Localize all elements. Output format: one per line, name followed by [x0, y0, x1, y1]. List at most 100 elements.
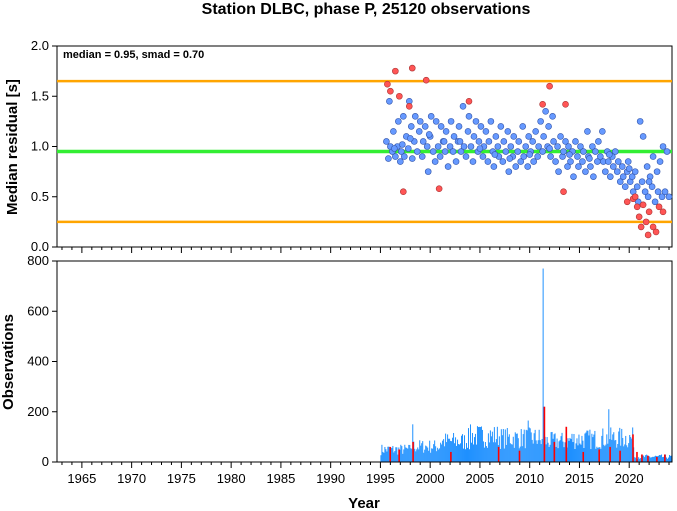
x-axis-label: Year: [348, 495, 380, 511]
observation-bar: [546, 437, 548, 462]
x-tick-label: 1980: [217, 471, 246, 486]
observation-bar: [479, 427, 481, 462]
observation-bar: [420, 445, 422, 462]
inlier-point: [524, 163, 532, 170]
observation-bar: [474, 433, 476, 462]
x-tick-label: 1985: [266, 471, 295, 486]
inlier-point: [520, 153, 528, 160]
inlier-point: [618, 163, 626, 170]
outlier-point: [635, 213, 643, 221]
inlier-point: [562, 138, 569, 145]
inlier-point: [507, 143, 515, 150]
observation-bar: [449, 438, 451, 462]
observation-bar: [410, 448, 412, 462]
observation-bar: [591, 433, 593, 462]
observation-bar: [504, 429, 506, 462]
observation-bar: [434, 440, 436, 462]
inlier-point: [450, 133, 458, 140]
observation-bar: [485, 446, 487, 462]
observation-bar: [550, 432, 552, 462]
inlier-point: [595, 138, 602, 145]
observation-bar: [506, 428, 508, 462]
outlier-point: [639, 201, 647, 209]
observation-bar: [401, 446, 403, 462]
observation-bar: [427, 447, 429, 462]
inlier-point: [613, 168, 621, 175]
inlier-point: [510, 133, 518, 140]
inlier-point: [517, 158, 525, 165]
observation-bar: [459, 444, 461, 462]
observation-bar: [396, 447, 398, 462]
observation-bar: [601, 435, 603, 462]
outlier-point: [396, 92, 403, 100]
inlier-point: [575, 163, 582, 170]
inlier-point: [656, 158, 664, 165]
observation-bar: [635, 457, 637, 462]
observation-bar: [627, 447, 629, 462]
observation-bar: [476, 426, 478, 462]
inlier-point: [590, 173, 597, 180]
observation-bar: [475, 444, 477, 462]
inlier-point: [522, 143, 530, 150]
inlier-point: [653, 168, 661, 175]
inlier-point: [479, 153, 487, 160]
observation-bar: [483, 447, 485, 462]
observation-bar: [395, 447, 397, 462]
inlier-point: [539, 148, 546, 155]
inlier-point: [525, 133, 532, 140]
inlier-point: [546, 145, 553, 152]
observation-bar: [570, 439, 572, 462]
observation-bar: [538, 429, 540, 462]
observation-bar: [629, 434, 631, 462]
observation-bar: [549, 444, 551, 462]
observation-bar: [489, 430, 491, 462]
observation-bar: [668, 457, 670, 462]
observation-bar: [393, 452, 395, 462]
observation-bar: [391, 448, 393, 462]
residual-y-axis: 0.0 0.5 1.0 1.5 2.0: [31, 38, 57, 254]
stats-annotation: median = 0.95, smad = 0.70: [63, 49, 204, 61]
inlier-point: [625, 165, 633, 172]
inlier-point: [506, 155, 514, 162]
inlier-point: [472, 118, 480, 125]
observation-bar: [645, 455, 647, 462]
observation-bar: [575, 443, 577, 462]
inlier-point: [456, 138, 464, 145]
inlier-point: [611, 148, 619, 155]
outlier-observation-bar: [565, 426, 568, 462]
inlier-point: [651, 198, 659, 206]
x-tick-label: 2005: [465, 471, 494, 486]
observation-bar: [608, 409, 610, 462]
observation-bar: [577, 445, 579, 462]
observation-bar: [527, 420, 529, 462]
inlier-point: [514, 148, 522, 155]
outlier-point: [652, 228, 660, 236]
observation-bar: [443, 439, 445, 462]
inlier-point: [532, 128, 539, 135]
inlier-point: [570, 173, 577, 180]
observation-bar: [581, 435, 583, 462]
observation-bar: [499, 448, 501, 462]
observation-bar: [488, 442, 490, 462]
inlier-point: [526, 151, 533, 158]
inlier-point: [599, 128, 606, 135]
observation-bar: [587, 430, 589, 462]
observation-bar: [539, 440, 541, 462]
inlier-point: [648, 183, 656, 190]
inlier-point: [639, 133, 647, 140]
y-tick-label: 400: [27, 354, 49, 369]
observation-bar: [472, 444, 474, 462]
observation-bar: [418, 449, 420, 462]
observation-bars: [380, 268, 672, 462]
inlier-point: [621, 183, 629, 190]
y-tick-label: 200: [27, 404, 49, 419]
inlier-point: [406, 135, 414, 142]
inlier-point: [534, 153, 541, 160]
observation-bar: [477, 427, 479, 462]
observation-bar: [484, 442, 486, 462]
observations-y-label: Observations: [0, 314, 17, 410]
observation-bar: [482, 441, 484, 462]
y-tick-label: 800: [27, 253, 49, 268]
observation-bar: [405, 447, 407, 462]
inlier-point: [441, 148, 449, 155]
